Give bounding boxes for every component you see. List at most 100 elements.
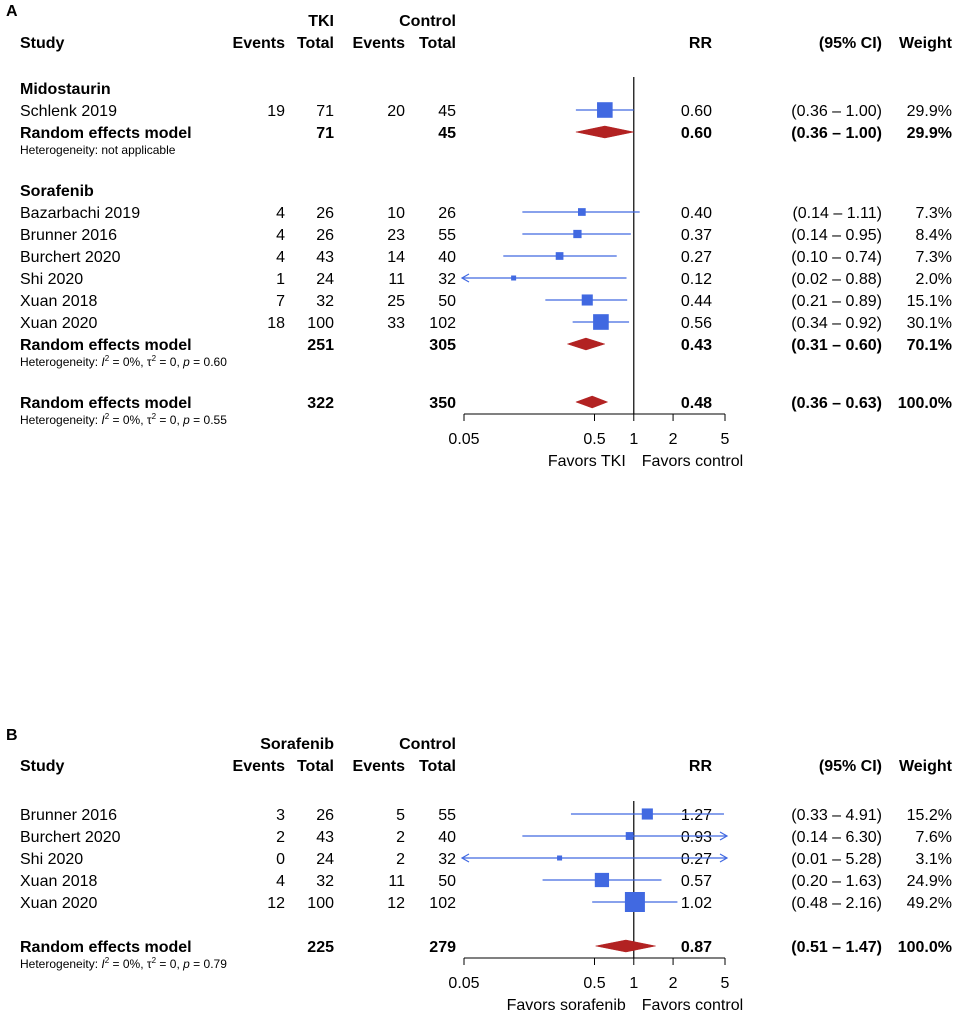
p-value: 0.79	[204, 957, 228, 971]
x-tick-label: 0.05	[448, 975, 479, 992]
equals-sign: =	[190, 413, 204, 427]
summary-weight: 100.0%	[898, 939, 952, 956]
x-axis-label-right: Favors control	[642, 997, 743, 1014]
col-header-events-exp: Events	[233, 758, 286, 775]
col-header-total-exp: Total	[297, 758, 334, 775]
study-label: Xuan 2020	[20, 315, 98, 332]
ci-cell: (0.14 – 0.95)	[791, 227, 882, 244]
summary-diamond	[595, 939, 656, 953]
effect-square	[593, 314, 609, 330]
total-exp-cell: 32	[316, 873, 334, 890]
i2-symbol: I	[101, 355, 105, 369]
summary-label: Random effects model	[20, 395, 192, 412]
summary-total-exp: 251	[307, 337, 334, 354]
effect-square	[625, 832, 634, 840]
study-label: Shi 2020	[20, 851, 83, 868]
events-ctrl-cell: 2	[396, 829, 405, 846]
i2-symbol: I	[101, 957, 105, 971]
effect-square	[624, 892, 645, 912]
total-ctrl-cell: 50	[438, 873, 456, 890]
weight-cell: 49.2%	[907, 895, 952, 912]
x-tick-label: 5	[721, 975, 730, 992]
ci-cell: (0.20 – 1.63)	[791, 873, 882, 890]
summary-ci: (0.36 – 1.00)	[791, 125, 882, 142]
heterogeneity-text: Heterogeneity: not applicable	[20, 143, 176, 157]
subgroup-label: Sorafenib	[20, 183, 94, 200]
rr-cell: 0.93	[681, 829, 712, 846]
summary-rr: 0.60	[681, 125, 712, 142]
events-exp-cell: 12	[267, 895, 285, 912]
tau-symbol: , τ	[140, 957, 152, 971]
ci-cell: (0.14 – 6.30)	[791, 829, 882, 846]
total-ctrl-cell: 55	[438, 807, 456, 824]
heterogeneity-prefix: Heterogeneity:	[20, 355, 101, 369]
weight-cell: 29.9%	[907, 103, 952, 120]
summary-total-exp: 322	[307, 395, 334, 412]
x-tick-label: 2	[669, 975, 678, 992]
summary-ci: (0.36 – 0.63)	[791, 395, 882, 412]
effect-square	[555, 252, 564, 260]
effect-square	[594, 872, 610, 888]
study-label: Xuan 2018	[20, 873, 98, 890]
total-exp-cell: 26	[316, 227, 334, 244]
summary-total-ctrl: 279	[429, 939, 456, 956]
events-ctrl-cell: 10	[387, 205, 405, 222]
events-ctrl-cell: 11	[388, 873, 405, 890]
study-label: Schlenk 2019	[20, 103, 117, 120]
p-value: 0.60	[204, 355, 228, 369]
rr-cell: 0.27	[681, 249, 712, 266]
x-axis-label-left: Favors sorafenib	[507, 997, 626, 1014]
ci-cell: (0.21 – 0.89)	[791, 293, 882, 310]
study-label: Bazarbachi 2019	[20, 205, 140, 222]
summary-total-exp: 225	[307, 939, 334, 956]
equals-sign: =	[156, 957, 170, 971]
summary-total-ctrl: 350	[429, 395, 456, 412]
equals-sign: =	[156, 413, 170, 427]
summary-diamond	[566, 337, 606, 351]
panel-label: A	[6, 3, 18, 20]
col-header-events-ctrl: Events	[353, 35, 406, 52]
total-exp-cell: 71	[316, 103, 334, 120]
ci-cell: (0.02 – 0.88)	[791, 271, 882, 288]
rr-cell: 0.40	[681, 205, 712, 222]
separator: ,	[176, 413, 183, 427]
total-ctrl-cell: 55	[438, 227, 456, 244]
tau2-value: 0	[170, 957, 177, 971]
events-exp-cell: 3	[276, 807, 285, 824]
p-symbol: p	[182, 355, 190, 369]
weight-cell: 15.2%	[907, 807, 952, 824]
x-tick-label: 0.05	[448, 431, 479, 448]
summary-total-ctrl: 305	[429, 337, 456, 354]
total-ctrl-cell: 50	[438, 293, 456, 310]
summary-total-ctrl: 45	[438, 125, 456, 142]
tau2-superscript: 2	[152, 354, 157, 363]
ci-arrow-right	[719, 831, 729, 841]
col-header-ci: (95% CI)	[819, 35, 882, 52]
col-header-weight: Weight	[899, 758, 953, 775]
x-axis-label-left: Favors TKI	[548, 453, 626, 470]
study-label: Shi 2020	[20, 271, 83, 288]
events-exp-cell: 18	[267, 315, 285, 332]
tau2-value: 0	[170, 355, 177, 369]
heterogeneity-text: Heterogeneity: I2 = 0%, τ2 = 0, p = 0.60	[20, 354, 227, 369]
effect-square	[641, 808, 653, 820]
rr-cell: 0.37	[681, 227, 712, 244]
equals-sign: =	[190, 957, 204, 971]
total-ctrl-cell: 40	[438, 829, 456, 846]
group-header-experimental: Sorafenib	[260, 736, 334, 753]
x-axis-label-right: Favors control	[642, 453, 743, 470]
events-exp-cell: 4	[276, 873, 285, 890]
events-exp-cell: 4	[276, 249, 285, 266]
col-header-rr: RR	[689, 35, 713, 52]
events-exp-cell: 4	[276, 227, 285, 244]
ci-cell: (0.01 – 5.28)	[791, 851, 882, 868]
tau-symbol: , τ	[140, 355, 152, 369]
col-header-study: Study	[20, 758, 65, 775]
total-ctrl-cell: 40	[438, 249, 456, 266]
summary-weight: 29.9%	[907, 125, 952, 142]
total-exp-cell: 26	[316, 205, 334, 222]
x-tick-label: 5	[721, 431, 730, 448]
heterogeneity-text: Heterogeneity: I2 = 0%, τ2 = 0, p = 0.55	[20, 412, 227, 427]
col-header-events-ctrl: Events	[353, 758, 406, 775]
summary-diamond	[575, 395, 609, 409]
